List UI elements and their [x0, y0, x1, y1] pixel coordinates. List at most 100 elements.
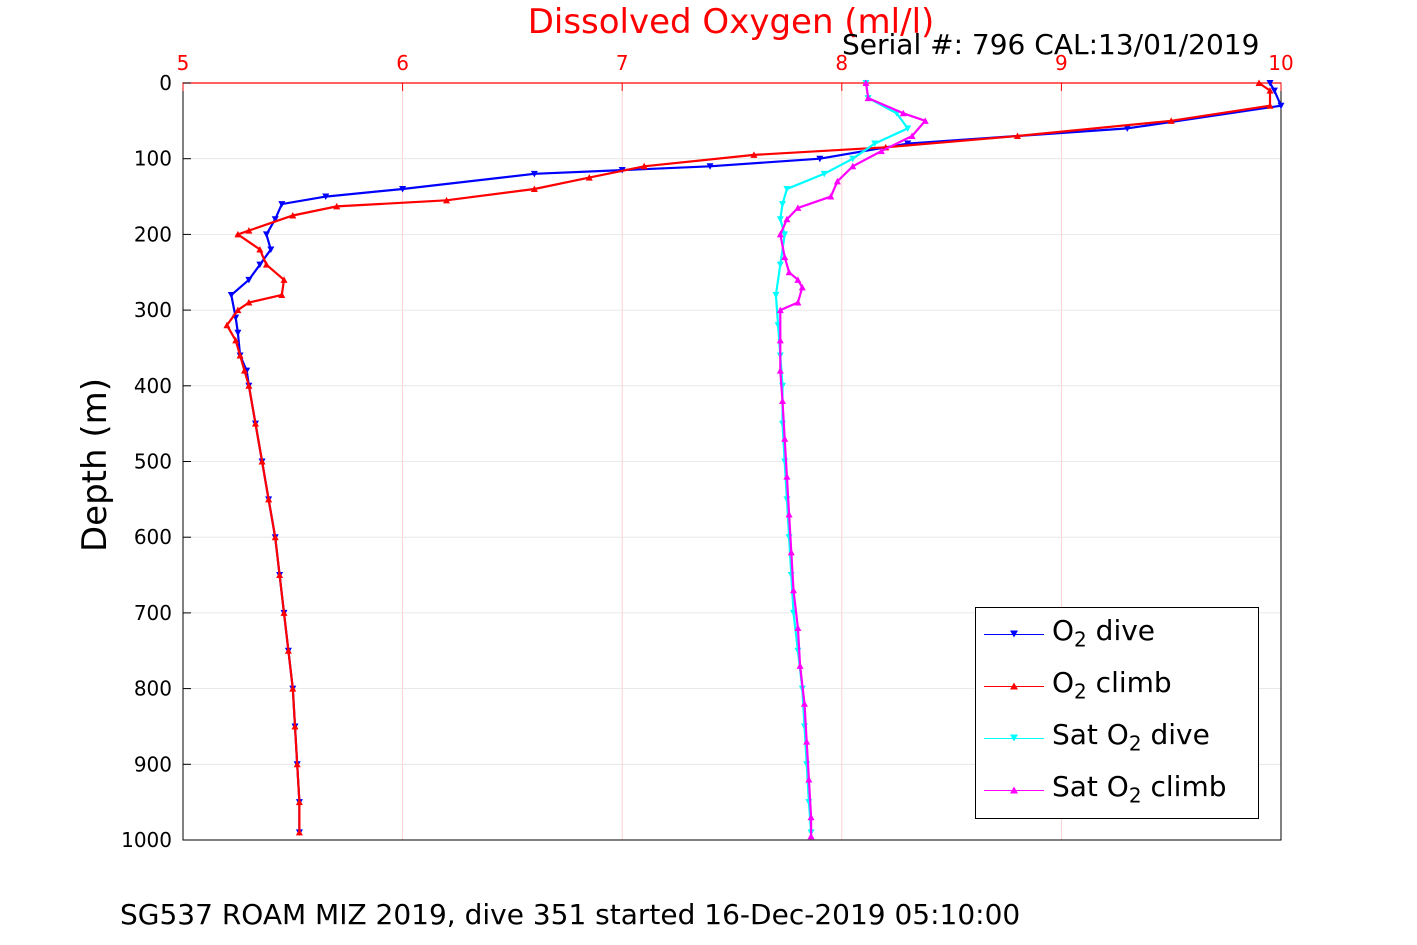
y-tick-label: 800 [134, 677, 172, 701]
x-tick-label: 10 [1268, 51, 1293, 75]
legend-label: O2 dive [1052, 614, 1156, 652]
data-point [849, 162, 857, 170]
data-point [798, 283, 806, 291]
legend-marker [1010, 786, 1018, 794]
data-point [1255, 79, 1263, 86]
data-point [1277, 102, 1285, 110]
legend-label: O2 climb [1052, 666, 1172, 704]
data-point [776, 230, 784, 238]
data-point [295, 828, 303, 836]
legend-marker [1010, 630, 1018, 638]
legend: O2 dive O2 climb Sat O2 dive Sat O2 clim… [975, 607, 1259, 819]
data-point [794, 299, 802, 306]
data-point [278, 291, 286, 298]
data-point [803, 738, 811, 745]
data-point [280, 276, 288, 283]
data-point [781, 253, 789, 261]
data-point [256, 261, 264, 269]
data-point [776, 336, 784, 344]
y-tick-label: 400 [134, 374, 172, 398]
data-point [785, 268, 793, 276]
data-point [779, 201, 787, 208]
data-point [1013, 132, 1021, 139]
data-point [1266, 80, 1274, 87]
bottom-title: SG537 ROAM MIZ 2019, dive 351 started 16… [120, 898, 1021, 931]
legend-marker [1010, 734, 1018, 742]
chart-title: Dissolved Oxygen (ml/l) [527, 2, 935, 42]
data-point [800, 700, 808, 707]
data-point [245, 382, 253, 389]
data-point [223, 321, 231, 329]
y-tick-label: 500 [134, 450, 172, 474]
data-point [706, 163, 714, 170]
data-point [530, 170, 538, 178]
data-point [807, 813, 815, 821]
data-point [908, 132, 916, 139]
data-point [293, 760, 301, 768]
data-point [796, 662, 804, 669]
data-point [776, 261, 784, 269]
data-point [776, 216, 784, 223]
data-point [245, 276, 253, 284]
data-point [280, 609, 288, 616]
data-point [862, 79, 870, 86]
data-point [1123, 125, 1131, 132]
legend-item-o2-climb: O2 climb [976, 660, 1258, 712]
data-point [271, 533, 279, 541]
y-axis-label: Depth (m) [75, 377, 115, 553]
data-point [827, 193, 835, 200]
legend-item-o2-dive: O2 dive [976, 608, 1258, 660]
data-point [785, 510, 793, 518]
series-layer [223, 79, 1285, 840]
data-point [864, 94, 872, 102]
data-point [1266, 102, 1274, 109]
data-point [245, 227, 253, 234]
data-point [779, 397, 787, 404]
data-point [794, 624, 802, 632]
data-point [805, 775, 813, 783]
data-point [322, 193, 330, 201]
data-point [234, 306, 242, 314]
x-tick-label: 5 [177, 51, 190, 75]
data-point [236, 352, 244, 359]
data-point [530, 185, 538, 192]
data-point [783, 473, 791, 480]
data-point [781, 435, 789, 442]
data-point [271, 216, 279, 223]
data-point [262, 261, 270, 268]
data-point [289, 685, 297, 692]
data-point [284, 647, 292, 654]
y-axis-ticks: 0 100 200 300 400 500 600 700 800 900 1000 [121, 71, 191, 852]
data-point [787, 548, 795, 556]
data-point [585, 174, 593, 181]
data-point [265, 495, 273, 503]
data-point [877, 147, 885, 155]
data-point [776, 306, 784, 314]
data-point [904, 125, 912, 132]
data-point [794, 276, 802, 283]
y-tick-label: 200 [134, 222, 172, 246]
x-tick-label: 8 [835, 51, 848, 75]
data-point [904, 140, 912, 148]
data-point [234, 230, 242, 238]
data-point [234, 329, 242, 337]
data-point [833, 177, 841, 185]
data-point [750, 151, 758, 158]
data-point [256, 246, 264, 253]
data-point [443, 196, 451, 204]
chart-subtitle: Serial #: 796 CAL:13/01/2019 [842, 28, 1260, 61]
data-point [820, 170, 828, 178]
data-point [258, 458, 266, 465]
data-point [794, 204, 802, 211]
data-point [640, 162, 648, 170]
data-point [289, 211, 297, 219]
data-point [921, 117, 929, 124]
data-point [1167, 117, 1175, 124]
legend-label: Sat O2 climb [1052, 770, 1227, 808]
data-point [267, 246, 275, 254]
series-line [225, 82, 1272, 833]
y-tick-label: 700 [134, 601, 172, 625]
data-point [251, 420, 259, 427]
data-point [291, 722, 299, 730]
data-point [816, 155, 824, 163]
